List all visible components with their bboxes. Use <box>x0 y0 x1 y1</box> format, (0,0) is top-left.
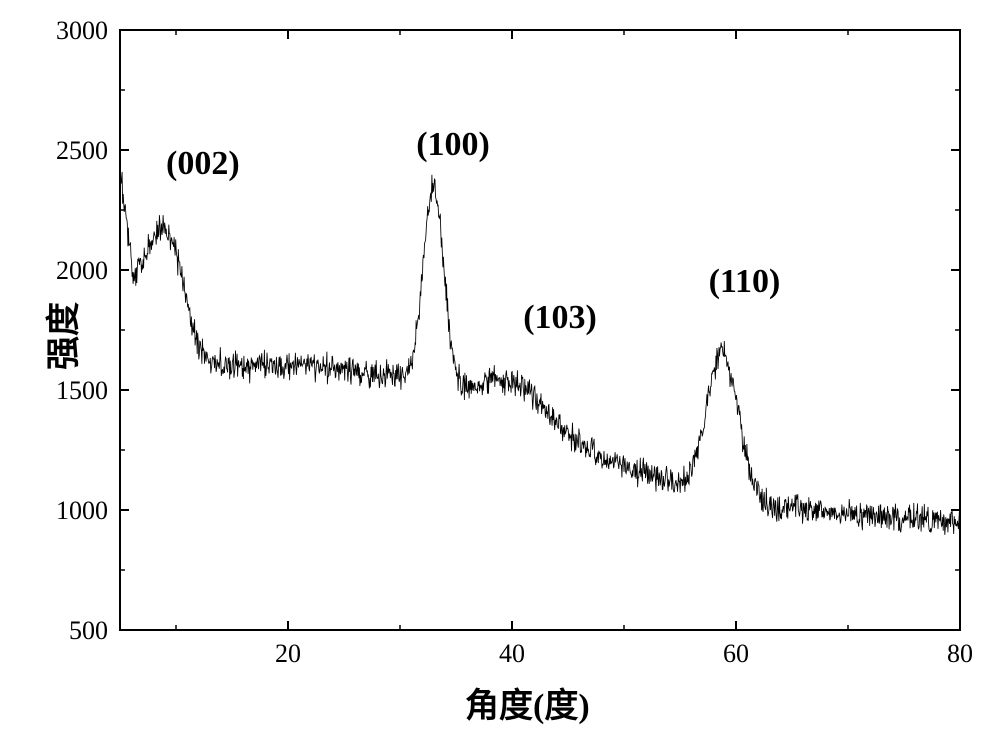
svg-text:60: 60 <box>723 639 749 668</box>
svg-text:2500: 2500 <box>56 136 108 165</box>
svg-text:20: 20 <box>275 639 301 668</box>
svg-text:40: 40 <box>499 639 525 668</box>
svg-text:80: 80 <box>947 639 973 668</box>
xrd-chart: 20 40 60 80 500 1000 1500 2000 2500 3000 强度 角度(度)… <box>0 0 1000 736</box>
svg-text:1000: 1000 <box>56 496 108 525</box>
peak-label: (100) <box>416 126 490 164</box>
peak-label: (103) <box>523 299 597 337</box>
svg-text:500: 500 <box>69 616 108 645</box>
peak-label: (002) <box>166 145 240 183</box>
y-axis-label: 强度 <box>36 302 85 370</box>
svg-text:2000: 2000 <box>56 256 108 285</box>
chart-svg: 20 40 60 80 500 1000 1500 2000 2500 3000 <box>0 0 1000 736</box>
peak-label: (110) <box>709 263 781 301</box>
svg-text:3000: 3000 <box>56 16 108 45</box>
svg-text:1500: 1500 <box>56 376 108 405</box>
x-axis-label: 角度(度) <box>465 678 590 727</box>
